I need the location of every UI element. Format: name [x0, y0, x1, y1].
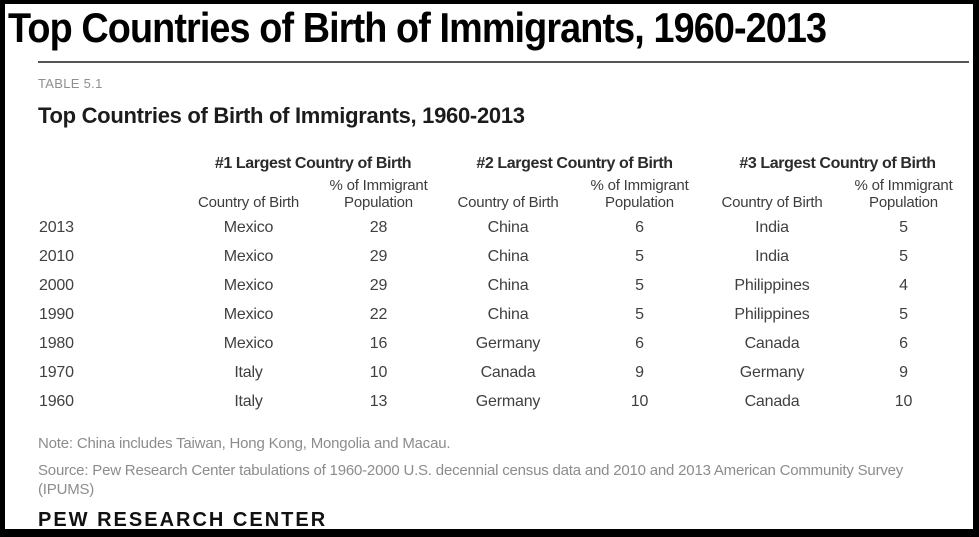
cell-country3: India: [755, 247, 789, 265]
source-line-1: Source: Pew Research Center tabulations …: [38, 462, 904, 479]
cell-country3: Canada: [744, 392, 800, 410]
sub-header-pct-1: % of Immigrant Population: [314, 177, 443, 213]
cell-pct3: 4: [899, 276, 908, 294]
cell-country2: Canada: [480, 363, 536, 381]
cell-country2: China: [487, 247, 529, 265]
cell-country2: Germany: [475, 334, 541, 352]
cell-pct2: 5: [635, 276, 644, 294]
cell-country1: Mexico: [223, 276, 274, 294]
cell-country2: China: [487, 305, 529, 323]
cell-pct2: 5: [635, 305, 644, 323]
sub-header-country-1: Country of Birth: [183, 177, 314, 213]
immigrants-table: #1 Largest Country of Birth #2 Largest C…: [38, 151, 969, 416]
sub-header-pct-line1: % of Immigrant: [590, 177, 689, 194]
cell-pct1: 28: [369, 218, 388, 236]
cell-country2: China: [487, 276, 529, 294]
cell-country1: Mexico: [223, 334, 274, 352]
panel-heading: Top Countries of Birth of Immigrants, 19…: [38, 103, 525, 128]
sub-header-pct-line2: Population: [605, 194, 674, 211]
cell-pct2: 9: [635, 363, 644, 381]
cell-year: 1960: [39, 392, 74, 410]
cell-pct3: 9: [899, 363, 908, 381]
cell-country3: India: [755, 218, 789, 236]
cell-country3: Germany: [739, 363, 805, 381]
cell-country1: Mexico: [223, 305, 274, 323]
page-title: Top Countries of Birth of Immigrants, 19…: [8, 4, 827, 51]
cell-country1: Mexico: [223, 218, 274, 236]
cell-pct3: 5: [899, 247, 908, 265]
cell-pct1: 10: [369, 363, 388, 381]
cell-country2: China: [487, 218, 529, 236]
cell-pct3: 10: [894, 392, 913, 410]
cell-country3: Canada: [744, 334, 800, 352]
group-header-1: #1 Largest Country of Birth: [214, 155, 412, 172]
sub-header-pct-line1: % of Immigrant: [854, 177, 953, 194]
cell-year: 1990: [39, 305, 74, 323]
sub-header-country-2: Country of Birth: [443, 177, 573, 213]
cell-country2: Germany: [475, 392, 541, 410]
group-header-2: #2 Largest Country of Birth: [476, 155, 673, 172]
source-text: Source: Pew Research Center tabulations …: [38, 461, 969, 499]
spacer: [38, 177, 183, 213]
note-text: Note: China includes Taiwan, Hong Kong, …: [38, 435, 451, 452]
cell-pct3: 5: [899, 305, 908, 323]
cell-pct3: 6: [899, 334, 908, 352]
cell-year: 2010: [39, 247, 74, 265]
sub-header-pct-2: % of Immigrant Population: [573, 177, 706, 213]
cell-country1: Italy: [234, 392, 263, 410]
sub-header-pct-line2: Population: [344, 194, 413, 211]
cell-country1: Italy: [234, 363, 263, 381]
cell-country3: Philippines: [734, 276, 810, 294]
sub-header-pct-line2: Population: [869, 194, 938, 211]
cell-year: 1970: [39, 363, 74, 381]
sub-header-pct-line1: % of Immigrant: [329, 177, 428, 194]
cell-pct1: 16: [369, 334, 388, 352]
sub-header-country-label: Country of Birth: [457, 194, 559, 211]
top-rule: [38, 61, 969, 63]
cell-pct3: 5: [899, 218, 908, 236]
sub-header-country-3: Country of Birth: [706, 177, 838, 213]
group-header-3: #3 Largest Country of Birth: [739, 155, 936, 172]
pew-research-center-footer: PEW RESEARCH CENTER: [38, 509, 328, 531]
sub-header-pct-3: % of Immigrant Population: [838, 177, 969, 213]
cell-year: 2013: [39, 218, 74, 236]
cell-pct1: 29: [369, 247, 388, 265]
cell-year: 2000: [39, 276, 74, 294]
cell-pct1: 29: [369, 276, 388, 294]
cell-pct1: 22: [369, 305, 388, 323]
table-panel: TABLE 5.1 Top Countries of Birth of Immi…: [38, 61, 969, 531]
cell-pct2: 6: [635, 218, 644, 236]
table-number-label: TABLE 5.1: [38, 76, 103, 91]
cell-pct2: 5: [635, 247, 644, 265]
cell-pct2: 10: [630, 392, 649, 410]
sub-header-country-label: Country of Birth: [197, 194, 299, 211]
cell-country3: Philippines: [734, 305, 810, 323]
cell-country1: Mexico: [223, 247, 274, 265]
sub-header-country-label: Country of Birth: [721, 194, 823, 211]
source-line-2: (IPUMS): [38, 481, 95, 498]
spacer: [38, 151, 183, 177]
cell-pct1: 13: [369, 392, 388, 410]
cell-year: 1980: [39, 334, 74, 352]
cell-pct2: 6: [635, 334, 644, 352]
